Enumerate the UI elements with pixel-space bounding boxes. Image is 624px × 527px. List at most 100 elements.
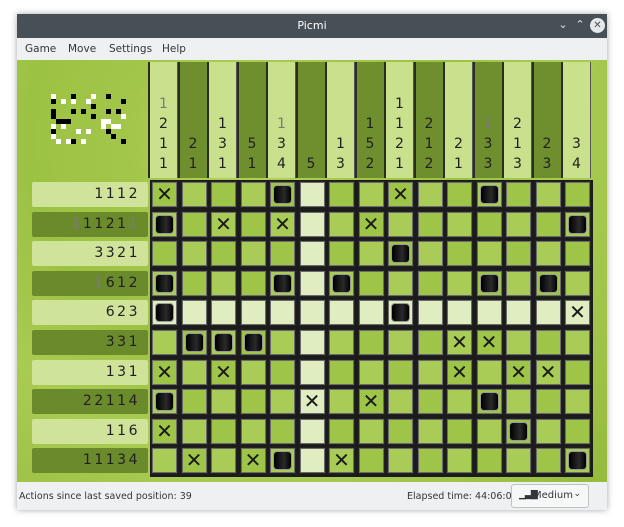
grid-cell[interactable] — [239, 210, 267, 238]
menu-settings[interactable]: Settings — [109, 43, 153, 55]
grid-cell-filled[interactable] — [269, 181, 296, 208]
grid-cell-filled[interactable] — [180, 329, 208, 356]
grid-cell[interactable] — [357, 358, 385, 386]
grid-cell[interactable] — [328, 358, 355, 386]
grid-cell-filled[interactable] — [387, 240, 414, 268]
grid-cell[interactable] — [505, 181, 532, 208]
grid-cell[interactable] — [269, 417, 296, 445]
grid-cell-filled[interactable] — [210, 329, 237, 356]
grid-cell-filled[interactable] — [269, 269, 296, 297]
grid-cell-filled[interactable] — [475, 181, 503, 208]
grid-cell[interactable] — [269, 329, 296, 356]
grid-cell[interactable] — [210, 417, 237, 445]
grid-cell-crossed[interactable]: ✕ — [475, 329, 503, 356]
grid-cell-crossed[interactable]: ✕ — [151, 358, 178, 386]
grid-cell[interactable] — [446, 299, 473, 327]
grid-cell[interactable] — [328, 299, 355, 327]
grid-cell[interactable] — [387, 417, 414, 445]
grid-cell[interactable] — [151, 447, 178, 475]
grid-cell[interactable] — [180, 181, 208, 208]
grid-cell[interactable] — [357, 269, 385, 297]
grid-cell-crossed[interactable]: ✕ — [151, 181, 178, 208]
grid-cell[interactable] — [416, 329, 444, 356]
grid-cell[interactable] — [564, 358, 591, 386]
grid-cell-crossed[interactable]: ✕ — [210, 210, 237, 238]
grid-cell[interactable] — [357, 299, 385, 327]
grid-cell[interactable] — [564, 269, 591, 297]
grid-cell[interactable] — [564, 417, 591, 445]
grid-cell[interactable] — [269, 299, 296, 327]
maximize-button[interactable]: ⌃ — [575, 18, 585, 31]
grid-cell-crossed[interactable]: ✕ — [239, 447, 267, 475]
grid-cell-filled[interactable] — [151, 299, 178, 327]
grid-cell[interactable] — [298, 447, 326, 475]
grid-cell[interactable] — [328, 210, 355, 238]
grid-cell[interactable] — [239, 417, 267, 445]
grid-cell[interactable] — [357, 240, 385, 268]
grid-cell[interactable] — [357, 417, 385, 445]
grid-cell-crossed[interactable]: ✕ — [505, 358, 532, 386]
grid-cell[interactable] — [328, 388, 355, 416]
grid-cell[interactable] — [534, 417, 562, 445]
grid-cell[interactable] — [328, 417, 355, 445]
minimize-button[interactable]: ⌄ — [558, 18, 568, 31]
grid-cell[interactable] — [446, 269, 473, 297]
grid-cell-crossed[interactable]: ✕ — [446, 329, 473, 356]
grid-cell[interactable] — [151, 329, 178, 356]
grid-cell[interactable] — [475, 417, 503, 445]
grid-cell-filled[interactable] — [475, 388, 503, 416]
grid-cell[interactable] — [475, 447, 503, 475]
grid-cell[interactable] — [416, 417, 444, 445]
grid-cell[interactable] — [534, 299, 562, 327]
grid-cell-crossed[interactable]: ✕ — [269, 210, 296, 238]
grid-cell[interactable] — [298, 299, 326, 327]
grid-cell-crossed[interactable]: ✕ — [564, 299, 591, 327]
grid-cell[interactable] — [210, 299, 237, 327]
grid-cell[interactable] — [416, 358, 444, 386]
grid-cell-filled[interactable] — [269, 447, 296, 475]
grid-cell[interactable] — [564, 388, 591, 416]
grid-cell[interactable] — [505, 269, 532, 297]
grid-cell[interactable] — [269, 358, 296, 386]
grid-cell[interactable] — [357, 329, 385, 356]
grid-cell-filled[interactable] — [505, 417, 532, 445]
grid-cell[interactable] — [534, 240, 562, 268]
grid-cell[interactable] — [534, 329, 562, 356]
grid-cell[interactable] — [475, 240, 503, 268]
grid-cell-crossed[interactable]: ✕ — [328, 447, 355, 475]
grid-cell[interactable] — [387, 388, 414, 416]
grid-cell[interactable] — [564, 181, 591, 208]
grid-cell[interactable] — [564, 240, 591, 268]
grid-cell[interactable] — [239, 269, 267, 297]
grid-cell[interactable] — [475, 299, 503, 327]
difficulty-dropdown[interactable]: ▁▃▇ Medium ⌄ — [511, 484, 589, 508]
grid-cell[interactable] — [505, 329, 532, 356]
grid-cell[interactable] — [387, 329, 414, 356]
grid-cell[interactable] — [505, 388, 532, 416]
grid-cell-filled[interactable] — [151, 388, 178, 416]
grid-cell[interactable] — [328, 240, 355, 268]
grid-cell[interactable] — [357, 181, 385, 208]
grid-cell-crossed[interactable]: ✕ — [387, 181, 414, 208]
grid-cell-crossed[interactable]: ✕ — [151, 417, 178, 445]
menu-help[interactable]: Help — [162, 43, 186, 55]
grid-cell-filled[interactable] — [534, 269, 562, 297]
grid-cell-crossed[interactable]: ✕ — [534, 358, 562, 386]
grid-cell[interactable] — [180, 269, 208, 297]
grid-cell[interactable] — [180, 417, 208, 445]
grid-cell-crossed[interactable]: ✕ — [357, 388, 385, 416]
grid-cell[interactable] — [564, 329, 591, 356]
grid-cell[interactable] — [505, 240, 532, 268]
grid-cell-filled[interactable] — [151, 269, 178, 297]
grid-cell[interactable] — [239, 388, 267, 416]
grid-cell-filled[interactable] — [387, 299, 414, 327]
grid-cell[interactable] — [387, 358, 414, 386]
grid-cell[interactable] — [534, 388, 562, 416]
grid-cell[interactable] — [446, 417, 473, 445]
grid-cell[interactable] — [298, 240, 326, 268]
grid-cell[interactable] — [534, 447, 562, 475]
grid-cell[interactable] — [357, 447, 385, 475]
grid-cell[interactable] — [180, 210, 208, 238]
menu-move[interactable]: Move — [68, 43, 97, 55]
grid-cell[interactable] — [180, 299, 208, 327]
